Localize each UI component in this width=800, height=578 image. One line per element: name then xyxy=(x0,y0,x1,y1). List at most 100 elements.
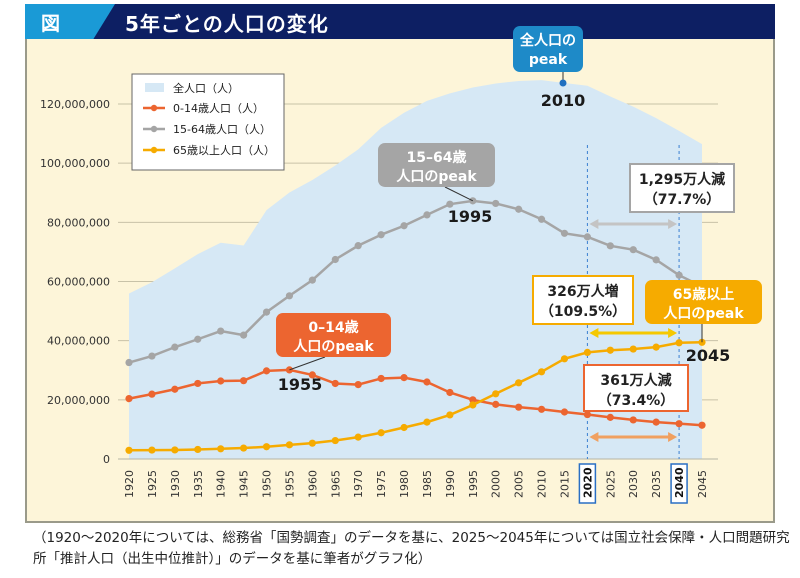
child-peak-label-1: 0–14歳 xyxy=(308,319,358,336)
x-tick-label: 2045 xyxy=(696,470,709,498)
data-point xyxy=(446,200,454,208)
data-point xyxy=(171,343,179,351)
data-point xyxy=(583,348,592,357)
series-line-2 xyxy=(128,341,703,452)
x-tick-label: 1970 xyxy=(352,470,365,498)
x-tick-label: 1925 xyxy=(146,470,159,498)
legend-swatch-total xyxy=(145,83,164,92)
legend xyxy=(131,73,285,171)
data-point xyxy=(331,436,339,445)
legend-label-total: 全人口（人） xyxy=(173,81,239,95)
y-tick-label: 120,000,000 xyxy=(40,98,110,111)
data-point xyxy=(171,385,179,393)
x-tick-highlight-box xyxy=(670,463,688,504)
data-point xyxy=(446,411,454,419)
x-tick-label: 1935 xyxy=(192,470,205,498)
data-point xyxy=(308,371,316,379)
x-tick-label: 1985 xyxy=(421,470,434,498)
total-peak-label-1: 全人口の xyxy=(519,32,576,49)
data-point xyxy=(262,367,271,375)
y-tick-label: 60,000,000 xyxy=(47,276,110,289)
child-change-arrow-head-left xyxy=(589,432,599,442)
data-point xyxy=(606,242,614,250)
x-tick-label: 2005 xyxy=(513,470,526,498)
legend-marker xyxy=(150,104,158,112)
data-point xyxy=(537,215,546,223)
data-point xyxy=(400,222,408,230)
data-point xyxy=(537,368,546,376)
x-tick-label: 2020 xyxy=(581,467,594,498)
data-point xyxy=(125,394,133,403)
x-tick-label: 1980 xyxy=(398,470,411,498)
working-change-label-2: （77.7%） xyxy=(644,192,721,208)
x-tick-label: 1975 xyxy=(375,470,388,498)
data-point xyxy=(377,231,385,239)
series-line-1 xyxy=(128,199,703,364)
data-point xyxy=(285,292,294,300)
data-point xyxy=(240,444,248,452)
data-point xyxy=(492,390,500,398)
child-change-box xyxy=(583,364,689,412)
legend-marker xyxy=(150,146,158,154)
working-change-box xyxy=(629,163,735,213)
data-point xyxy=(515,403,523,411)
data-point xyxy=(423,211,431,219)
data-point xyxy=(606,413,614,421)
x-tick-label: 1990 xyxy=(444,470,457,498)
legend-label: 0-14歳人口（人） xyxy=(173,102,264,115)
working-peak-label-2: 人口のpeak xyxy=(396,168,477,185)
data-point xyxy=(194,379,202,388)
child-peak-leader xyxy=(289,356,326,371)
working-peak-label-1: 15–64歳 xyxy=(407,149,467,166)
data-point xyxy=(240,331,248,339)
x-tick-label: 1940 xyxy=(215,470,228,498)
data-point xyxy=(217,327,225,335)
data-point xyxy=(675,271,683,279)
data-point xyxy=(423,378,431,386)
data-point xyxy=(492,199,500,208)
elderly-change-box xyxy=(532,275,634,325)
data-point xyxy=(171,446,179,454)
data-point xyxy=(148,446,156,454)
data-point xyxy=(583,410,592,419)
figure-header: 図 5年ごとの人口の変化 xyxy=(25,4,775,39)
data-point xyxy=(354,242,362,250)
working-peak-year: 1995 xyxy=(448,207,493,226)
working-change-arrow-head-right xyxy=(668,219,678,229)
series-line-0 xyxy=(128,368,703,427)
chart-title: 5年ごとの人口の変化 xyxy=(125,12,329,36)
total-peak-dot xyxy=(559,79,567,87)
elderly-peak-label-1: 65歳以上 xyxy=(673,286,734,303)
data-point xyxy=(652,343,660,351)
data-point xyxy=(652,418,660,426)
data-point xyxy=(423,418,431,426)
total-peak-label-2: peak xyxy=(529,52,568,68)
data-point xyxy=(240,377,248,385)
data-point xyxy=(583,233,592,241)
data-point xyxy=(675,339,683,347)
data-point xyxy=(194,445,202,454)
data-point xyxy=(148,352,156,360)
x-tick-highlight-box xyxy=(578,463,597,504)
data-point xyxy=(515,379,523,387)
working-change-arrow-head-left xyxy=(589,219,599,229)
data-point xyxy=(285,441,294,449)
x-tick-label: 1995 xyxy=(467,470,480,498)
data-point xyxy=(652,256,660,264)
data-point xyxy=(515,205,523,213)
data-point xyxy=(125,358,133,367)
y-tick-label: 20,000,000 xyxy=(47,394,110,407)
x-tick-label: 2000 xyxy=(490,470,503,498)
x-tick-label: 2015 xyxy=(558,470,571,498)
x-tick-label: 1930 xyxy=(169,470,182,498)
data-point xyxy=(308,439,316,447)
x-tick-label: 2025 xyxy=(604,470,617,498)
elderly-change-arrow-head-right xyxy=(668,328,678,338)
total-peak-year: 2010 xyxy=(541,91,586,110)
elderly-change-arrow-head-left xyxy=(589,328,599,338)
data-point xyxy=(629,246,637,254)
elderly-peak-year: 2045 xyxy=(686,346,731,365)
elderly-change-label-1: 326万人増 xyxy=(547,283,618,300)
elderly-change-label-2: （109.5%） xyxy=(540,304,626,320)
child-peak-label-2: 人口のpeak xyxy=(293,338,374,355)
